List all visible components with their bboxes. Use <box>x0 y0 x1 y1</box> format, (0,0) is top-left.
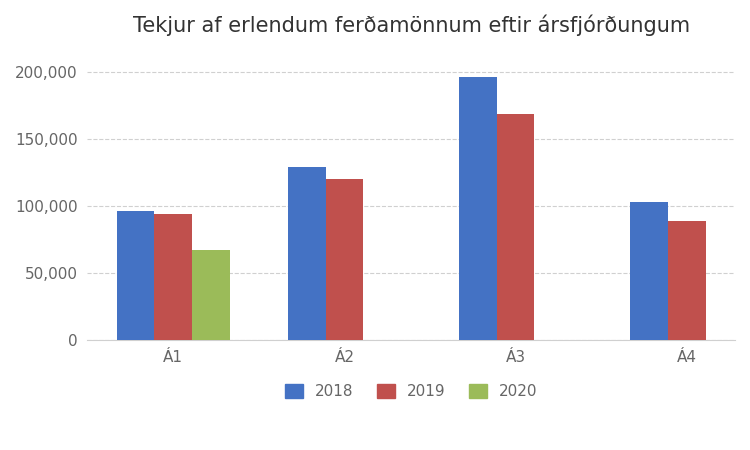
Bar <box>459 77 497 340</box>
Bar <box>117 212 154 340</box>
Bar <box>192 250 230 340</box>
Bar <box>326 179 363 340</box>
Bar <box>496 113 535 340</box>
Legend: 2018, 2019, 2020: 2018, 2019, 2020 <box>277 376 545 407</box>
Bar <box>288 167 326 340</box>
Bar <box>668 220 706 340</box>
Title: Tekjur af erlendum ferðamönnum eftir ársfjórðungum: Tekjur af erlendum ferðamönnum eftir árs… <box>133 15 690 36</box>
Bar <box>630 202 668 340</box>
Bar <box>154 214 192 340</box>
